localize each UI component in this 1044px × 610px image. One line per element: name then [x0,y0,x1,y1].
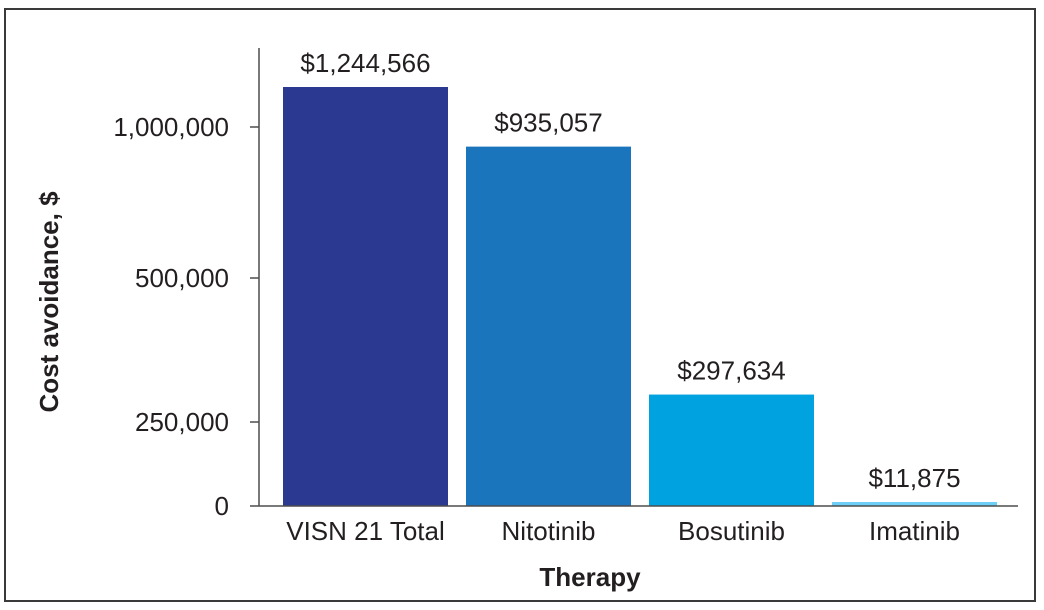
x-tick-label: VISN 21 Total [286,516,445,546]
y-axis-title: Cost avoidance, $ [34,191,64,413]
y-tick-label: 0 [215,491,229,521]
y-tick-label: 250,000 [135,407,229,437]
x-tick-label: Imatinib [869,516,960,546]
bar [283,87,448,506]
x-tick-label: Nitotinib [502,516,596,546]
y-tick-label: 1,000,000 [113,112,229,142]
x-axis: VISN 21 Total Nitotinib Bosutinib Imatinib [259,505,1018,546]
data-label: $935,057 [494,108,602,138]
bars-group [283,87,997,506]
data-label: $1,244,566 [300,48,430,78]
data-label: $297,634 [677,356,785,386]
x-axis-title: Therapy [539,562,641,592]
bar [466,146,631,506]
data-label: $11,875 [868,463,960,493]
bar [832,502,997,506]
bar [649,394,814,506]
data-labels-group: $1,244,566 $935,057 $297,634 $11,875 [300,48,960,493]
y-axis: 0 250,000 500,000 1,000,000 [113,48,260,521]
y-tick-label: 500,000 [135,263,229,293]
x-tick-label: Bosutinib [678,516,785,546]
